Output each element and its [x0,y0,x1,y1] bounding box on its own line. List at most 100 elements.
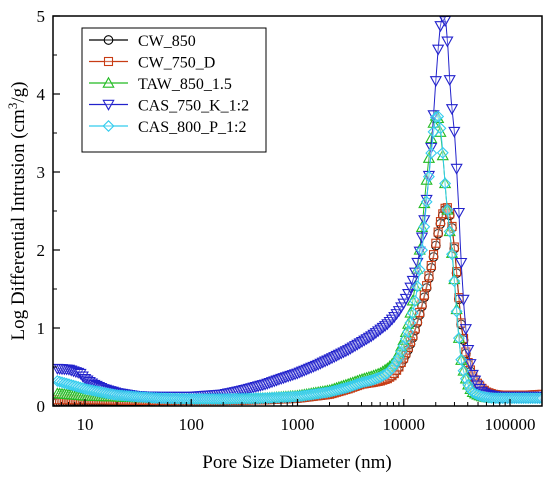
y-tick-label: 3 [37,163,46,182]
y-tick-label: 5 [37,7,46,26]
data-point [413,263,426,276]
y-tick-label: 2 [37,241,46,260]
data-point [450,163,463,175]
data-point [428,250,439,260]
data-point [425,147,438,160]
legend-label: CAS_800_P_1:2 [138,119,246,136]
y-axis-title-superscript: 3 [5,103,20,110]
legend-label: CW_750_D [138,55,215,72]
data-point [422,281,432,291]
x-tick-label: 10 [76,415,93,434]
data-point [418,220,431,233]
data-point [381,319,394,331]
data-point [426,260,436,271]
legend-label: CW_850 [138,33,196,50]
data-point [404,316,417,329]
data-point [411,280,424,293]
data-point [443,75,456,87]
data-point [457,294,470,306]
data-point [432,44,445,56]
legend-entry: CW_850 [89,33,196,50]
data-point [424,271,434,281]
legend-items: CW_850 CW_750_D TAW_850_1.5 CAS_750_K_1:2 CA… [89,33,249,136]
legend-marker [102,76,115,88]
data-point [462,378,475,391]
data-point [420,195,433,208]
y-axis-title-main: Log Differential Intrusion (cm [8,109,29,340]
data-point [385,314,399,326]
data-point [402,325,415,338]
y-axis-title: Log Differential Intrusion (cm3/g) [5,82,30,341]
y-tick-label: 0 [37,397,46,416]
data-point [418,215,431,227]
data-point [383,316,396,329]
legend-entry: CAS_800_P_1:2 [89,119,246,136]
legend-marker [103,35,114,45]
y-tick-label: 4 [37,85,46,104]
data-point [459,324,472,336]
data-point [445,104,459,116]
data-point [464,359,477,371]
legend-marker [102,99,115,111]
data-point [536,392,542,405]
data-point [452,207,466,219]
legend: CW_850 CW_750_D TAW_850_1.5 CAS_750_K_1:2 CA… [81,27,267,153]
legend-marker [102,120,115,132]
data-point [436,146,449,159]
data-point [434,122,447,135]
legend-box [81,27,267,153]
data-point [455,353,468,366]
data-point [388,359,401,372]
data-point [466,369,479,381]
data-point [429,111,442,124]
data-point [431,238,441,248]
legend-label: TAW_850_1.5 [138,76,232,93]
data-point [422,170,435,183]
y-tick-label: 1 [37,319,46,338]
data-point [390,309,403,321]
legend-entry: CAS_750_K_1:2 [89,98,249,115]
legend-label: CAS_750_K_1:2 [138,98,249,115]
data-point [416,244,428,257]
x-tick-label: 100000 [485,415,536,434]
data-point [448,126,461,138]
x-tick-label: 1000 [281,415,315,434]
data-point [443,225,456,238]
data-point [415,232,429,244]
data-point [432,110,445,123]
data-point [434,21,447,33]
data-point [390,355,403,368]
data-point [439,177,452,190]
data-point [367,373,380,386]
data-point [379,368,392,381]
data-point [455,257,468,270]
x-tick-label: 10000 [383,415,426,434]
series-5 [53,110,542,405]
data-point [435,217,446,227]
legend-entry: CW_750_D [89,55,215,72]
data-point [411,257,424,269]
data-point [452,267,462,277]
ticks-layer: 10 100 1000 10000 100000 0 1 2 3 4 5 [37,7,536,434]
legend-entry: TAW_850_1.5 [89,76,232,93]
x-tick-label: 100 [178,415,204,434]
data-point [441,36,454,48]
data-point [376,369,389,382]
data-point [388,312,401,324]
data-point [429,76,442,88]
data-point [452,332,465,345]
data-point [446,248,458,261]
data-point [409,294,422,307]
data-point [450,305,463,318]
data-point [406,275,419,287]
data-point [448,275,461,288]
data-point [462,345,475,357]
legend-marker [103,56,114,67]
data-point [441,203,454,216]
data-point [419,290,429,300]
y-axis-title-tail: /g) [8,82,29,103]
x-axis-title: Pore Size Diameter (nm) [202,452,391,473]
data-point [406,307,419,320]
data-point [433,227,443,237]
